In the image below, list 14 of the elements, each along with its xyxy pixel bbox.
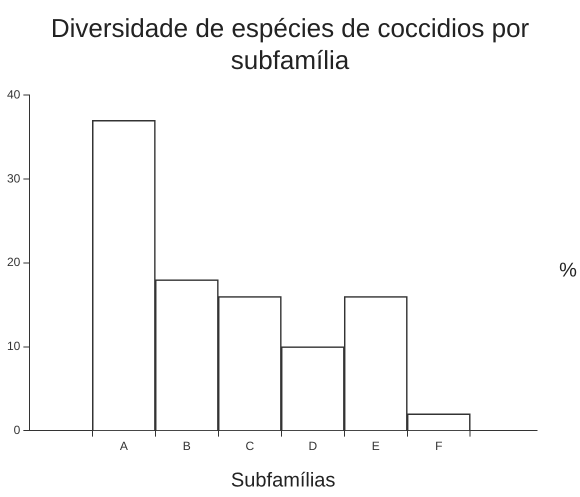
y-axis-title: % bbox=[559, 259, 578, 282]
y-tick-label: 10 bbox=[6, 339, 21, 354]
y-tick-label: 40 bbox=[6, 88, 21, 102]
y-tick-label: 0 bbox=[14, 422, 21, 437]
x-tick-label: E bbox=[372, 439, 380, 454]
y-tick-label: 20 bbox=[6, 255, 21, 270]
x-tick-label: A bbox=[120, 439, 128, 454]
x-tick-label: B bbox=[182, 439, 191, 454]
y-tick-label: 30 bbox=[6, 171, 21, 186]
chart-title: Diversidade de espécies de coccidios por subfamília bbox=[50, 12, 530, 76]
x-tick-label: D bbox=[308, 439, 318, 454]
x-tick-label: C bbox=[245, 439, 254, 454]
x-tick-label: F bbox=[435, 439, 442, 454]
x-axis-title: Subfamílias bbox=[230, 470, 336, 492]
